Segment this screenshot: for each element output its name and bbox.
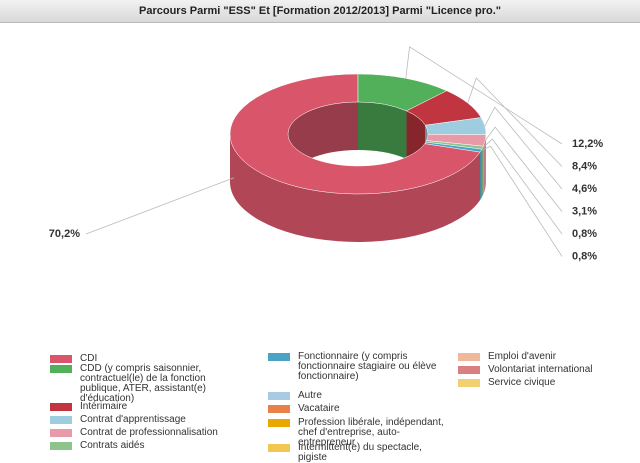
slice-side [358,102,407,159]
chart: 70,2% 12,2% 8,4% 4,6% 3,1% 0,8% 0,8% [49,46,603,262]
legend-swatch [50,403,72,411]
chart-title: Parcours Parmi "ESS" Et [Formation 2012/… [0,0,640,23]
leader-line [482,138,563,235]
data-label: 3,1% [572,205,597,217]
legend-label: Intermittent(e) du spectacle, pigiste [298,442,422,463]
data-label: 8,4% [572,160,597,172]
tops [229,73,487,195]
legend-label: Fonctionnaire (y compris fonctionnaire s… [298,351,437,382]
data-label: 12,2% [572,138,603,150]
legend-label: CDI [80,353,98,364]
legend-label: Emploi d'avenir [488,351,557,362]
legend-swatch [268,444,290,452]
legend-item: Intermittent(e) du spectacle, pigiste [268,443,453,463]
legend-swatch [50,416,72,424]
data-label: 0,8% [572,250,597,262]
legend-item: Contrats aidés [50,441,235,451]
legend-item: Contrat d'apprentissage [50,415,235,425]
legend-item: Service civique [458,378,618,388]
legend-label: Contrat de professionnalisation [80,427,218,438]
slice-side [230,134,481,242]
legend-item: CDD (y compris saisonnier, contractuel(l… [50,364,235,404]
legend-swatch [50,365,72,373]
legend-label: Service civique [488,377,556,388]
leader-line [484,126,563,212]
legend-swatch [268,419,290,427]
legend-swatch [50,442,72,450]
legend-swatch [458,366,480,374]
legend-label: Autre [298,390,322,401]
legend-label: Contrat d'apprentissage [80,414,186,425]
walls [230,134,486,242]
slice-side [481,146,484,198]
legend-item: Autre [268,391,453,401]
legend-item: Contrat de professionnalisation [50,428,235,438]
leader-line [484,106,563,190]
legend-item: Fonctionnaire (y compris fonctionnaire s… [268,352,453,382]
leader-line [405,46,563,145]
legend-swatch [458,379,480,387]
legend-item: Vacataire [268,404,453,414]
legend-swatch [50,429,72,437]
legend-swatch [458,353,480,361]
leader-line [480,145,563,257]
data-label: 4,6% [572,183,597,195]
legend-label: Contrats aidés [80,440,145,451]
legend-label: Intérimaire [80,401,128,412]
legend-label: CDD (y compris saisonnier, contractuel(l… [80,363,206,404]
legend-swatch [268,392,290,400]
legend-label: Profession libérale, indépendant, chef d… [298,417,444,448]
slice-side [288,102,358,182]
legend: CDI CDD (y compris saisonnier, contractue… [0,350,640,463]
legend-swatch [50,355,72,363]
legend-item: Profession libérale, indépendant, chef d… [268,418,453,448]
slice [229,73,481,195]
leader-line [467,77,563,167]
leader-line [85,177,235,235]
slice-side [480,149,482,201]
data-label: 70,2% [49,228,80,240]
legend-swatch [268,405,290,413]
legend-item: Volontariat international [458,365,618,375]
legend-label: Vacataire [298,403,340,414]
legend-label: Volontariat international [488,364,593,375]
data-label: 0,8% [572,228,597,240]
legend-swatch [268,353,290,361]
legend-item: CDI [50,354,235,364]
legend-item: Intérimaire [50,402,235,412]
legend-item: Emploi d'avenir [458,352,618,362]
